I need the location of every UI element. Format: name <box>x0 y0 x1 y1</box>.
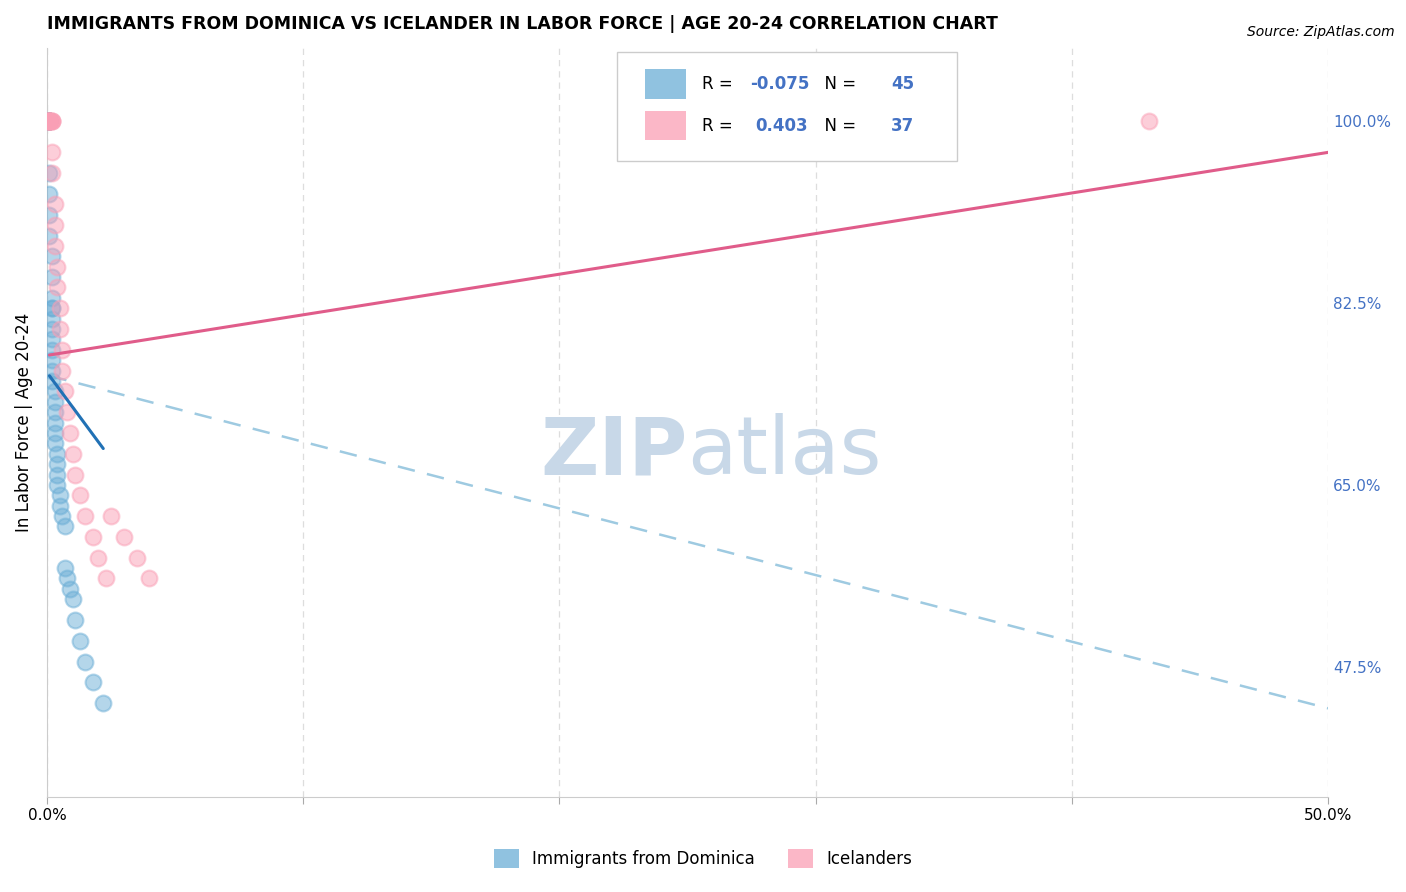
Text: atlas: atlas <box>688 414 882 491</box>
Point <box>38 114 60 128</box>
Point <box>44 425 66 440</box>
Point <box>75 509 97 524</box>
Point <box>44 384 66 399</box>
Point <box>38 114 60 128</box>
Point <box>63 613 86 627</box>
Text: N =: N = <box>814 117 862 135</box>
Point <box>41 301 63 316</box>
Point <box>38 114 60 128</box>
Point <box>41 333 63 347</box>
Point <box>41 374 63 388</box>
Point <box>46 260 69 274</box>
Point <box>41 249 63 263</box>
Point <box>41 114 63 128</box>
Point <box>44 405 66 419</box>
Point <box>38 228 60 243</box>
Text: R =: R = <box>702 75 738 94</box>
Point <box>91 696 114 710</box>
Point <box>112 530 135 544</box>
Point <box>46 457 69 471</box>
Text: Source: ZipAtlas.com: Source: ZipAtlas.com <box>1247 25 1395 39</box>
Point <box>53 384 76 399</box>
Text: 37: 37 <box>891 117 914 135</box>
Legend: Immigrants from Dominica, Icelanders: Immigrants from Dominica, Icelanders <box>486 842 920 875</box>
Point <box>138 571 160 585</box>
Point <box>46 467 69 482</box>
Point <box>41 322 63 336</box>
Point <box>44 197 66 211</box>
Point <box>38 114 60 128</box>
Point <box>44 239 66 253</box>
Point <box>41 353 63 368</box>
Point <box>51 343 73 357</box>
Point <box>41 270 63 285</box>
Point <box>51 363 73 377</box>
Point <box>82 530 104 544</box>
Point <box>62 592 84 607</box>
Point <box>38 166 60 180</box>
Point <box>41 114 63 128</box>
Point <box>100 509 122 524</box>
Point <box>38 114 60 128</box>
Point <box>41 343 63 357</box>
FancyBboxPatch shape <box>617 53 956 161</box>
Point <box>69 488 91 502</box>
Point <box>38 186 60 201</box>
Text: N =: N = <box>814 75 862 94</box>
Point <box>125 550 148 565</box>
Point <box>53 561 76 575</box>
Point <box>44 436 66 450</box>
Point <box>38 114 60 128</box>
Text: IMMIGRANTS FROM DOMINICA VS ICELANDER IN LABOR FORCE | AGE 20-24 CORRELATION CHA: IMMIGRANTS FROM DOMINICA VS ICELANDER IN… <box>46 15 998 33</box>
Point <box>94 571 117 585</box>
Text: ZIP: ZIP <box>540 414 688 491</box>
Point <box>46 280 69 294</box>
Point <box>41 301 63 316</box>
Point <box>69 633 91 648</box>
Point <box>56 405 79 419</box>
Point <box>87 550 110 565</box>
Point <box>38 114 60 128</box>
Point <box>51 509 73 524</box>
Point <box>38 114 60 128</box>
Text: 0.403: 0.403 <box>755 117 808 135</box>
Point <box>48 499 70 513</box>
Point <box>44 416 66 430</box>
Point <box>46 478 69 492</box>
Point <box>48 301 70 316</box>
Text: -0.075: -0.075 <box>751 75 810 94</box>
Point <box>1137 114 1160 128</box>
Text: R =: R = <box>702 117 742 135</box>
FancyBboxPatch shape <box>645 70 686 99</box>
Point <box>56 571 79 585</box>
Point <box>41 166 63 180</box>
Point <box>38 114 60 128</box>
Point <box>41 363 63 377</box>
Point <box>82 675 104 690</box>
Point <box>44 394 66 409</box>
Point <box>38 114 60 128</box>
Point <box>38 114 60 128</box>
Point <box>41 145 63 160</box>
Point <box>44 218 66 232</box>
Point <box>63 467 86 482</box>
Point <box>38 114 60 128</box>
Point <box>62 447 84 461</box>
Point <box>59 425 82 440</box>
Point <box>48 488 70 502</box>
Text: 45: 45 <box>891 75 914 94</box>
Point <box>38 114 60 128</box>
Point <box>41 114 63 128</box>
Point <box>46 447 69 461</box>
Point <box>38 208 60 222</box>
Point <box>53 519 76 533</box>
Point <box>48 322 70 336</box>
Point <box>41 311 63 326</box>
Y-axis label: In Labor Force | Age 20-24: In Labor Force | Age 20-24 <box>15 313 32 533</box>
FancyBboxPatch shape <box>645 111 686 140</box>
Point <box>38 114 60 128</box>
Point <box>41 291 63 305</box>
Point <box>59 582 82 596</box>
Point <box>75 655 97 669</box>
